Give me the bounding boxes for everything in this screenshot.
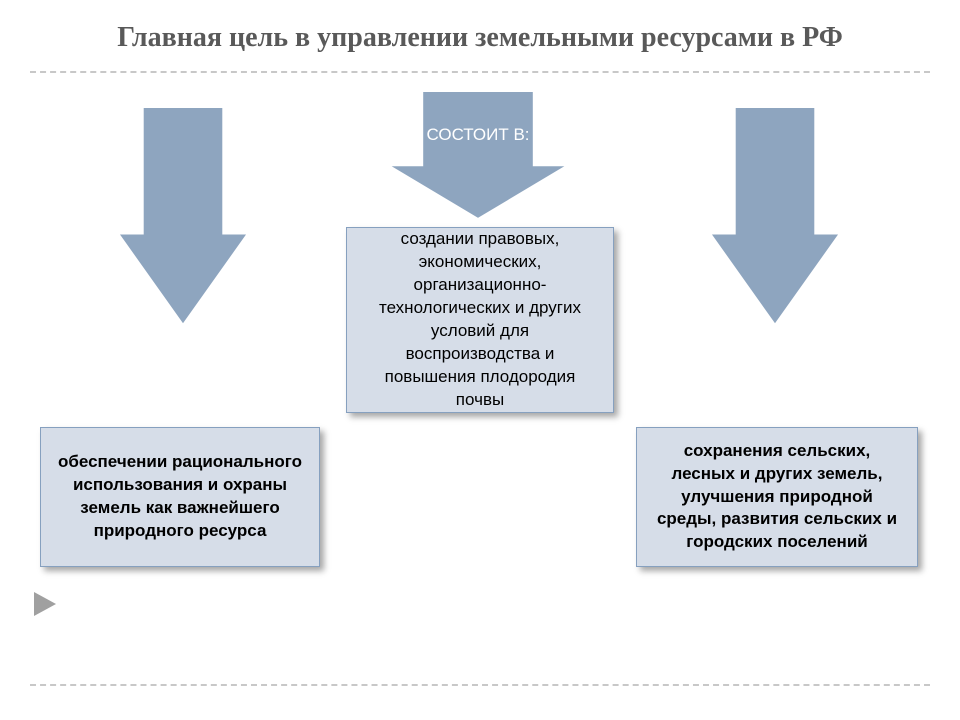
box-center: создании правовых, экономических, органи… xyxy=(346,227,614,413)
arrow-center-label: СОСТОИТ В: xyxy=(388,125,568,145)
arrow-left xyxy=(118,107,248,325)
page-title: Главная цель в управлении земельными рес… xyxy=(0,0,960,65)
divider-bottom xyxy=(30,684,930,686)
divider-top xyxy=(30,71,930,73)
arrow-center: СОСТОИТ В: xyxy=(388,91,568,219)
box-left: обеспечении рационального использования … xyxy=(40,427,320,567)
arrow-right-icon xyxy=(710,107,840,325)
arrow-center-icon xyxy=(388,91,568,219)
arrow-right xyxy=(710,107,840,325)
arrow-left-icon xyxy=(118,107,248,325)
bullet-icon xyxy=(34,592,56,621)
diagram-stage: СОСТОИТ В: создании правовых, экономичес… xyxy=(0,79,960,639)
box-left-text: обеспечении рационального использования … xyxy=(57,451,303,543)
box-center-text: создании правовых, экономических, органи… xyxy=(363,228,597,412)
box-right: сохранения сельских, лесных и других зем… xyxy=(636,427,918,567)
box-right-text: сохранения сельских, лесных и других зем… xyxy=(653,440,901,555)
